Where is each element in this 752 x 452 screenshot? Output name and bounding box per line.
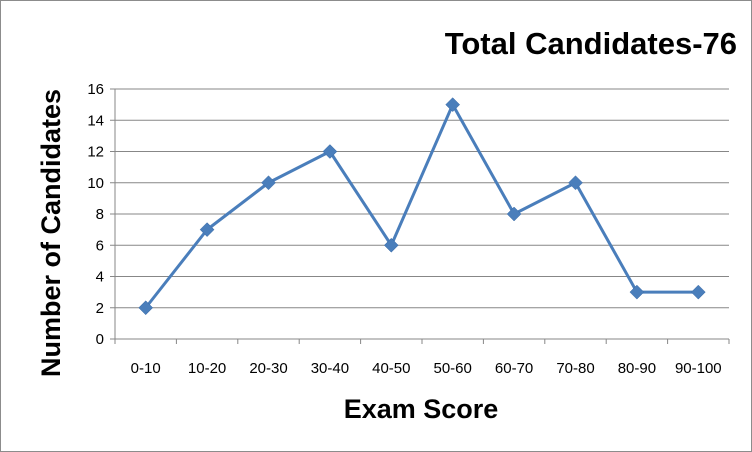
- x-tick-label-40-50: 40-50: [372, 360, 410, 377]
- x-tick-label-90-100: 90-100: [675, 360, 722, 377]
- x-tick-label-20-30: 20-30: [249, 360, 287, 377]
- x-tick-label-10-20: 10-20: [188, 360, 226, 377]
- y-tick-label-10: 10: [87, 175, 104, 192]
- chart-title: Total Candidates-76: [445, 26, 737, 61]
- data-point-80-90: [629, 284, 645, 300]
- x-tick-label-0-10: 0-10: [131, 360, 161, 377]
- data-point-10-20: [199, 222, 215, 237]
- axes: [110, 88, 730, 344]
- y-tick-label-0: 0: [96, 331, 104, 348]
- data-point-70-80: [568, 175, 583, 191]
- y-tick-label-14: 14: [87, 112, 104, 129]
- y-tick-label-6: 6: [96, 237, 104, 254]
- y-tick-label-4: 4: [96, 269, 104, 286]
- data-point-30-40: [322, 144, 338, 159]
- y-tick-label-16: 16: [87, 81, 104, 98]
- data-point-40-50: [383, 237, 399, 253]
- x-tick-label-60-70: 60-70: [495, 360, 533, 377]
- series-line-0: [144, 103, 699, 309]
- y-tick-label-2: 2: [96, 300, 104, 317]
- x-tick-labels: 0-10 10-20 20-30 30-40 40-50 50-60 60-70 70-80 8…: [131, 360, 722, 377]
- x-axis-title: Exam Score: [344, 394, 499, 424]
- y-tick-labels: 0 2 4 6 8 10 12 14 16: [87, 81, 104, 348]
- x-tick-label-70-80: 70-80: [556, 360, 594, 377]
- x-tick-label-50-60: 50-60: [434, 360, 472, 377]
- y-axis-title: Number of Candidates: [36, 89, 66, 377]
- data-point-0-10: [138, 300, 154, 316]
- series: [138, 97, 706, 316]
- x-tick-label-80-90: 80-90: [618, 360, 656, 377]
- data-point-60-70: [506, 206, 522, 222]
- data-point-90-100: [690, 284, 706, 300]
- y-tick-label-8: 8: [96, 206, 104, 223]
- gridlines: [115, 88, 729, 309]
- data-point-50-60: [445, 97, 461, 112]
- y-tick-label-12: 12: [87, 144, 104, 161]
- data-point-20-30: [261, 175, 276, 191]
- x-tick-label-30-40: 30-40: [311, 360, 349, 377]
